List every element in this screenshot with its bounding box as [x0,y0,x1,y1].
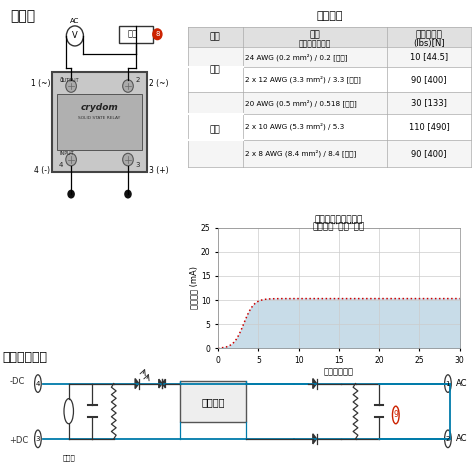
Text: 电线拔出力: 电线拔出力 [416,30,443,39]
Text: 输出: 输出 [210,125,220,134]
Text: 4: 4 [59,162,63,168]
Bar [188,47,471,67]
Text: 负载: 负载 [128,30,138,39]
Circle shape [392,406,399,424]
Text: 限流器: 限流器 [63,454,75,461]
Circle shape [123,80,133,92]
Text: INPUT: INPUT [60,151,74,155]
Bar [188,27,471,47]
Text: 9: 9 [393,410,398,419]
Text: 2 x 12 AWG (3.3 mm²) / 3.3 [最大]: 2 x 12 AWG (3.3 mm²) / 3.3 [最大] [245,75,361,83]
Text: 3: 3 [136,162,140,168]
Text: 接线图: 接线图 [10,9,36,23]
Text: 30 [133]: 30 [133] [411,98,447,107]
Text: （单芯／多股）: （单芯／多股） [299,39,331,48]
Text: 3: 3 [36,436,40,442]
Text: 输入: 输入 [210,65,220,74]
Text: 2: 2 [136,77,140,83]
Text: 24 AWG (0.2 mm²) / 0.2 [最小]: 24 AWG (0.2 mm²) / 0.2 [最小] [245,53,347,61]
Text: 推荐线径: 推荐线径 [316,11,343,21]
Text: -DC: -DC [9,377,25,386]
Text: AC: AC [456,434,467,443]
Text: AC: AC [456,379,467,388]
Bar [188,91,471,114]
Circle shape [123,153,133,166]
Text: OUTPUT: OUTPUT [60,78,79,83]
Text: 20 AWG (0.5 mm²) / 0.518 [最小]: 20 AWG (0.5 mm²) / 0.518 [最小] [245,99,357,107]
Polygon shape [135,379,139,389]
Text: 输入电流与输入电压: 输入电流与输入电压 [315,215,363,224]
Text: crydom: crydom [81,103,118,112]
Text: 3 (+): 3 (+) [149,166,168,175]
Text: 触发电路: 触发电路 [201,397,225,407]
Text: 1: 1 [446,381,450,387]
Text: 4: 4 [36,381,40,387]
Bar [180,381,246,422]
Circle shape [153,29,162,40]
Text: 10 [44.5]: 10 [44.5] [410,53,448,62]
Text: 2 x 8 AWG (8.4 mm²) / 8.4 [最大]: 2 x 8 AWG (8.4 mm²) / 8.4 [最大] [245,150,356,157]
Text: 2 x 10 AWG (5.3 mm²) / 5.3: 2 x 10 AWG (5.3 mm²) / 5.3 [245,123,344,130]
Polygon shape [313,379,317,389]
Bar [57,94,142,150]
Circle shape [66,80,76,92]
Y-axis label: 输入电流 (mA): 输入电流 (mA) [189,266,198,310]
Text: 2: 2 [446,436,450,442]
Text: 端子: 端子 [210,33,220,42]
Text: 110 [490]: 110 [490] [409,122,449,131]
Text: AC: AC [70,18,80,24]
Text: (lbs)[N]: (lbs)[N] [413,39,445,48]
Text: 标准稳压“直流”输入: 标准稳压“直流”输入 [313,221,365,230]
Text: 90 [400]: 90 [400] [411,75,447,84]
Text: 90 [400]: 90 [400] [411,149,447,158]
Bar [188,139,471,167]
Text: 1: 1 [59,77,63,83]
Circle shape [66,153,76,166]
Bar [118,26,153,43]
Text: 线径: 线径 [310,30,320,39]
Text: 4 (-): 4 (-) [34,166,50,175]
Text: 2 (~): 2 (~) [149,79,168,88]
Circle shape [67,190,75,199]
Polygon shape [313,434,317,444]
Text: 等效原理框图: 等效原理框图 [2,351,47,364]
Text: +DC: +DC [9,436,29,445]
Circle shape [124,190,132,199]
Polygon shape [159,379,162,388]
Polygon shape [162,379,165,388]
Bar [52,72,147,172]
Text: 8: 8 [155,31,160,37]
X-axis label: 直流输入电压: 直流输入电压 [324,368,354,377]
Text: V: V [72,31,78,40]
Text: 1 (~): 1 (~) [31,79,50,88]
Text: SOLID STATE RELAY: SOLID STATE RELAY [78,116,121,120]
